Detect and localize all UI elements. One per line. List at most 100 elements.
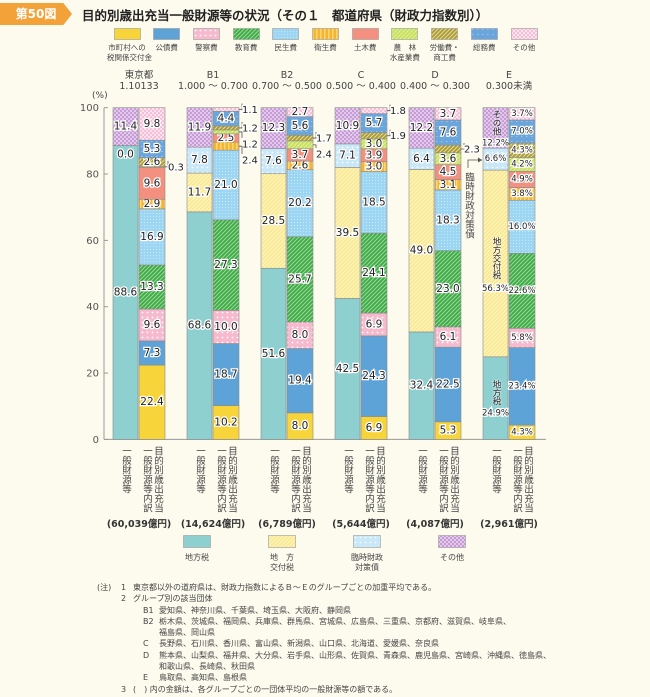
data-label: 32.4	[410, 380, 434, 392]
data-label: 1.1	[242, 105, 258, 116]
legend-swatch	[351, 28, 379, 40]
legend-label: 警察費	[195, 43, 218, 52]
notes-prefix: (注)	[97, 583, 112, 592]
data-label: 3.0	[366, 161, 383, 173]
legend-label: その他	[512, 43, 536, 52]
y-tick-label: 60	[86, 236, 99, 247]
data-label: 5.3	[440, 425, 457, 437]
data-label: 4.3%	[511, 427, 533, 437]
group-index-range: 0.300未満	[485, 81, 533, 92]
legend-label: 教育費	[234, 43, 258, 52]
data-label: 4.3%	[511, 145, 533, 155]
note-group-members: 熊本県、山梨県、福井県、大分県、岩手県、山形県、佐賀県、青森県、鹿児島県、宮崎県…	[159, 650, 551, 660]
x-label-general: 一般財源等	[490, 446, 501, 494]
bar-group-東京都: 88.6 0.0 11.4 22.4 7.3 9.6 13.3 16.9 2.9 9.6 2.65.…	[112, 107, 185, 440]
data-label: 9.6	[144, 319, 161, 331]
bar-segment-general-1	[260, 173, 287, 269]
legend-item: 農 林 水産業費	[385, 28, 425, 63]
legend-item: 労働費・ 商工費	[425, 28, 465, 63]
y-tick-label: 100	[80, 103, 99, 114]
data-label: 2.5	[218, 132, 235, 144]
note-group-members: 和歌山県、長崎県、秋田県	[159, 662, 255, 672]
x-label-breakdown: 目的別歳出充当一般財源等内訳	[511, 446, 533, 513]
bar-segment-general-2	[260, 148, 287, 175]
data-label: 1.2	[242, 123, 258, 134]
legend-label: 臨時財政 対策債	[351, 553, 383, 572]
bar-segment-general-3	[408, 107, 435, 149]
note-group-key: E	[143, 673, 149, 683]
data-label: 1.8	[390, 106, 406, 117]
legend-swatch	[470, 28, 498, 40]
bar-segment-general-0	[186, 211, 213, 440]
bar-segment-general-0	[260, 267, 287, 440]
group-name: 東京都	[124, 70, 154, 81]
group-header: B2 0.700 ～ 0.500	[250, 70, 324, 92]
note-group-key: C	[143, 639, 149, 649]
data-label: 42.5	[336, 363, 359, 375]
legend-label: 公債費	[155, 43, 178, 52]
bar-group-C: 42.5 39.5 7.1 10.9 6.9 24.3 6.9 24.1 18.5 3.03.93…	[334, 104, 407, 440]
data-label: 8.0	[292, 420, 309, 432]
group-index-range: 1.10133	[119, 81, 159, 92]
data-label: 4.4	[218, 113, 235, 125]
legend-swatch	[391, 28, 419, 40]
bar-segment-breakdown-10	[434, 107, 462, 121]
data-label: 23.0	[436, 283, 459, 295]
data-label: 51.6	[262, 348, 286, 360]
group-header: C 0.500 ～ 0.400	[324, 70, 398, 92]
callout-line	[313, 144, 317, 149]
note-group-row: B1 愛知県、神奈川県、千葉県、埼玉県、大阪府、静岡県	[97, 605, 551, 616]
data-label: 2.6	[292, 159, 309, 171]
x-label-general: 一般財源等	[416, 446, 427, 494]
legend-item: 地方税	[167, 535, 227, 563]
data-label: 24.3	[362, 370, 385, 382]
data-label: 49.0	[410, 245, 433, 257]
data-label: 18.3	[436, 214, 459, 226]
y-axis: (%) 0 20 40 60 80 100	[80, 91, 546, 446]
bar-segment-general-0	[112, 145, 139, 440]
data-label: 16.0%	[508, 222, 535, 232]
bar-segment-breakdown-1	[212, 343, 240, 406]
legend-label: 土木費	[353, 43, 377, 52]
data-label: 24.1	[362, 267, 385, 279]
note-group-members: 愛知県、神奈川県、千葉県、埼玉県、大阪府、静岡県	[159, 605, 351, 615]
callout-line	[239, 121, 243, 129]
data-label: 19.4	[288, 375, 312, 387]
data-label: 3.1	[440, 179, 457, 191]
data-label: 11.9	[188, 121, 211, 133]
data-label: 4.5	[440, 166, 457, 178]
legend-swatch	[353, 535, 381, 548]
legend-item: 警察費	[186, 28, 226, 53]
bar-segment-general-1	[334, 167, 361, 299]
legend-label: 民生費	[274, 43, 298, 52]
legend-item: 臨時財政 対策債	[337, 535, 397, 573]
bar-segment-breakdown-1	[138, 340, 166, 366]
note-number: 1	[121, 583, 127, 592]
data-label: 6.6%	[485, 154, 507, 164]
data-label: 1.7	[316, 134, 332, 145]
data-label: 13.3	[140, 281, 163, 293]
note-group-key	[97, 627, 159, 638]
bar-segment-general-3	[260, 107, 287, 149]
data-label: 18.5	[362, 196, 385, 208]
data-label-series-name: その他	[491, 109, 501, 136]
x-label-breakdown: 目的別歳出充当一般財源等内訳	[141, 446, 163, 513]
legend-item: 教育費	[226, 28, 266, 53]
data-label: 18.7	[214, 369, 237, 381]
y-axis-unit: (%)	[92, 91, 108, 101]
bar-segment-general-1	[408, 169, 435, 333]
legend-swatch	[431, 28, 458, 40]
y-tick-label: 0	[93, 435, 99, 446]
data-label: 22.4	[140, 396, 164, 408]
figure-number-tag: 第50図	[0, 3, 72, 25]
note-group-row: 和歌山県、長崎県、秋田県	[97, 661, 551, 672]
note-group-key: B1	[143, 605, 154, 615]
bar-segment-breakdown-10	[360, 107, 388, 114]
data-label-series-name: 地方税	[491, 379, 501, 406]
data-label: 5.6	[292, 120, 309, 132]
group-amount: (14,624億円)	[180, 519, 246, 530]
legend-item: その他	[504, 28, 544, 53]
legend-label: 衛生費	[314, 43, 337, 52]
bar-segment-general-0	[408, 331, 435, 440]
data-label: 39.5	[336, 227, 359, 239]
